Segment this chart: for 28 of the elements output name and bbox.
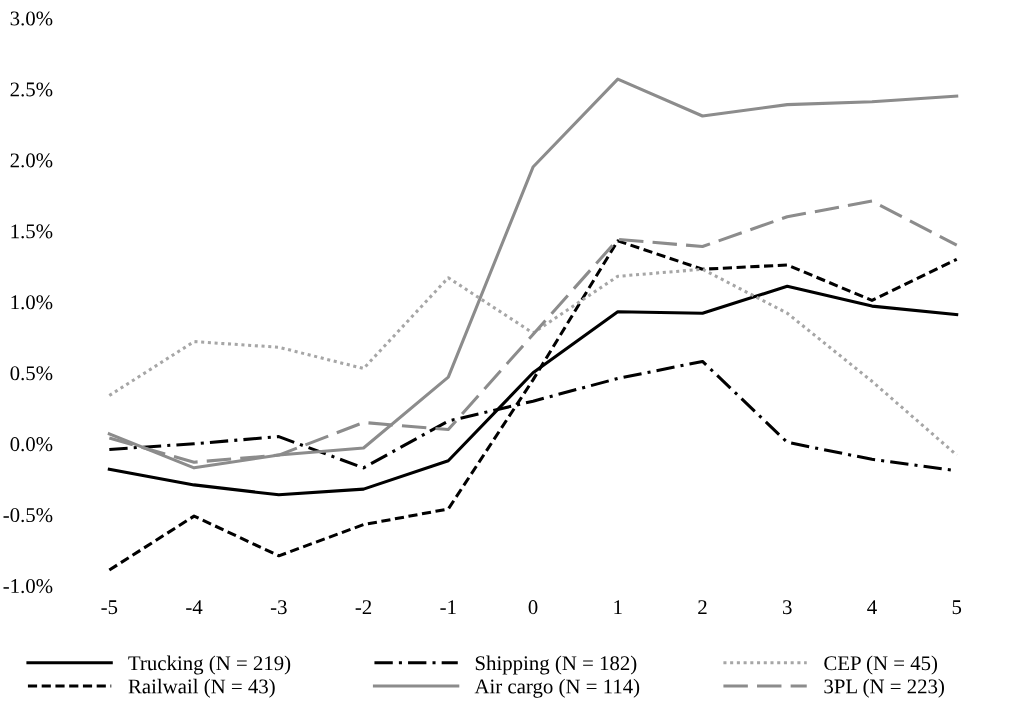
x-tick-label: 4 bbox=[867, 600, 877, 614]
line-series bbox=[107, 77, 959, 470]
legend-label: CEP (N = 45) bbox=[824, 655, 938, 675]
legend-label: 3PL (N = 223) bbox=[824, 678, 944, 698]
x-tick-label: -2 bbox=[355, 600, 372, 614]
legend-label: Shipping (N = 182) bbox=[475, 655, 637, 675]
x-tick-label: 2 bbox=[698, 600, 707, 614]
x-tick-label: 5 bbox=[952, 600, 962, 615]
x-tick-label: -4 bbox=[186, 600, 203, 614]
legend-label: Railwail (N = 43) bbox=[128, 678, 275, 698]
x-tick-label: 1 bbox=[614, 600, 622, 614]
y-tick-label: 0.5% bbox=[10, 366, 53, 381]
x-tick-label: 0 bbox=[528, 600, 538, 615]
y-tick-label: 1.0% bbox=[11, 295, 53, 310]
y-tick-label: 1.5% bbox=[11, 224, 53, 239]
y-tick-label: 2.5% bbox=[10, 82, 53, 97]
y-tick-label: -1.0% bbox=[3, 579, 53, 594]
x-tick-label: -3 bbox=[270, 600, 287, 615]
y-tick-label: 3.0% bbox=[10, 11, 53, 26]
x-tick-label: -1 bbox=[440, 600, 456, 614]
legend-label: Air cargo (N = 114) bbox=[474, 678, 640, 698]
legend-label: Trucking (N = 219) bbox=[128, 655, 291, 675]
x-tick-label: -5 bbox=[101, 600, 118, 615]
line-series bbox=[107, 239, 959, 572]
x-tick-label: 3 bbox=[783, 600, 792, 615]
y-tick-label: 2.0% bbox=[10, 153, 53, 168]
y-tick-label: 0.0% bbox=[10, 437, 53, 452]
y-tick-label: -0.5% bbox=[3, 508, 53, 523]
